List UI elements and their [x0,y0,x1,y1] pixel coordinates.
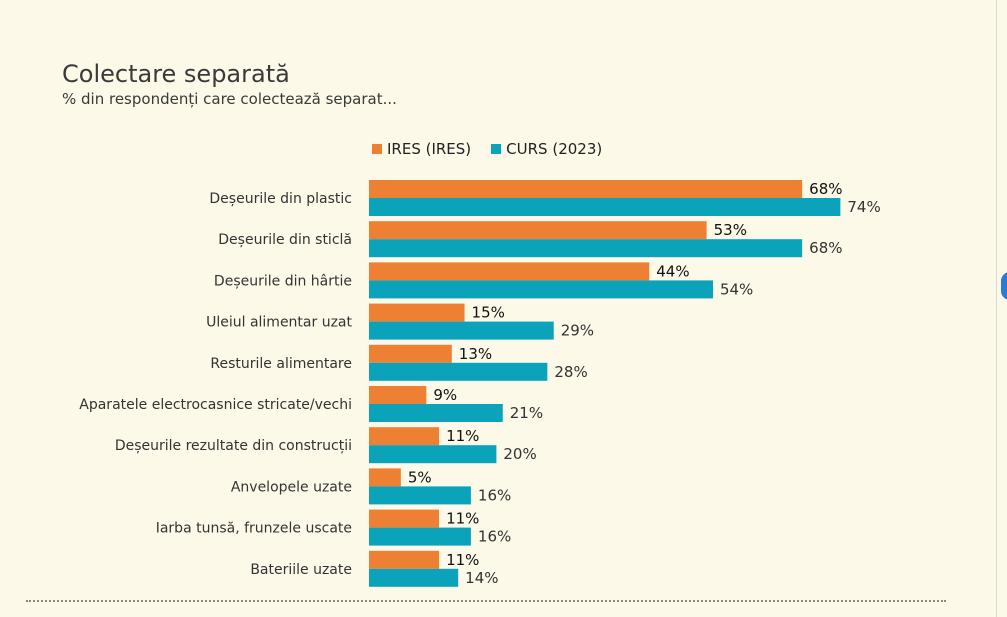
bar-series-1 [369,386,427,404]
category-label: Bateriile uzate [250,562,352,578]
bar-series-1 [369,427,440,446]
legend-swatch-series-2 [491,144,502,154]
data-label-series-2: 16% [478,486,511,504]
data-label-series-2: 28% [554,363,587,381]
chart-subtitle: % din respondenți care colectează separa… [62,90,397,108]
data-label-series-1: 5% [408,468,432,486]
data-label-series-2: 68% [809,239,842,257]
legend-item-series-2: CURS (2023) [491,140,602,158]
data-label-series-2: 74% [847,198,880,216]
data-label-series-1: 15% [472,304,505,322]
bar-series-1 [369,550,440,569]
bar-series-2 [369,239,803,258]
bottom-divider [26,600,946,602]
bar-series-1 [369,344,452,363]
bar-series-1 [369,509,440,528]
category-label: Deșeurile din hârtie [214,273,352,289]
category-label: Deșeurile din plastic [209,191,352,207]
data-label-series-1: 9% [433,386,457,404]
category-label: Deșeurile rezultate din construcții [115,438,352,454]
bar-series-2 [369,527,471,546]
category-label: Iarba tunsă, frunzele uscate [156,521,352,537]
legend-swatch-series-1 [372,144,382,154]
category-label: Deșeurile din sticlă [218,232,352,248]
category-label: Anvelopele uzate [231,479,352,495]
bar-series-1 [369,468,401,487]
bar-series-1 [369,303,465,322]
bar-series-1 [369,221,707,240]
bar-series-2 [369,362,548,381]
data-label-series-1: 44% [656,262,689,280]
data-label-series-2: 14% [465,569,498,587]
page-edge [996,0,997,617]
data-label-series-1: 68% [809,180,842,198]
data-label-series-1: 11% [446,510,479,528]
legend-item-series-1: IRES (IRES) [372,140,471,158]
legend: IRES (IRES) CURS (2023) [372,140,622,158]
bar-series-2 [369,486,471,505]
bar-series-2 [369,321,554,340]
scroll-indicator[interactable] [1001,272,1007,300]
bar-series-2 [369,404,503,422]
bar-series-1 [369,180,803,198]
legend-label-series-1: IRES (IRES) [387,140,472,158]
data-label-series-1: 13% [459,345,492,363]
data-label-series-2: 54% [720,280,753,298]
category-label: Uleiul alimentar uzat [206,315,352,331]
chart-title: Colectare separată [62,60,290,88]
data-label-series-1: 11% [446,551,479,569]
bar-series-2 [369,445,497,464]
data-label-series-2: 16% [478,528,511,546]
legend-label-series-2: CURS (2023) [506,140,603,158]
data-label-series-1: 11% [446,427,479,445]
bar-series-2 [369,198,841,216]
data-label-series-1: 53% [714,221,747,239]
category-label: Aparatele electrocasnice stricate/vechi [79,397,352,413]
bar-series-2 [369,568,459,587]
data-label-series-2: 21% [510,404,543,422]
bar-series-1 [369,262,650,281]
category-label: Resturile alimentare [210,356,352,372]
bar-series-2 [369,280,713,299]
data-label-series-2: 29% [561,322,594,340]
data-label-series-2: 20% [503,445,536,463]
